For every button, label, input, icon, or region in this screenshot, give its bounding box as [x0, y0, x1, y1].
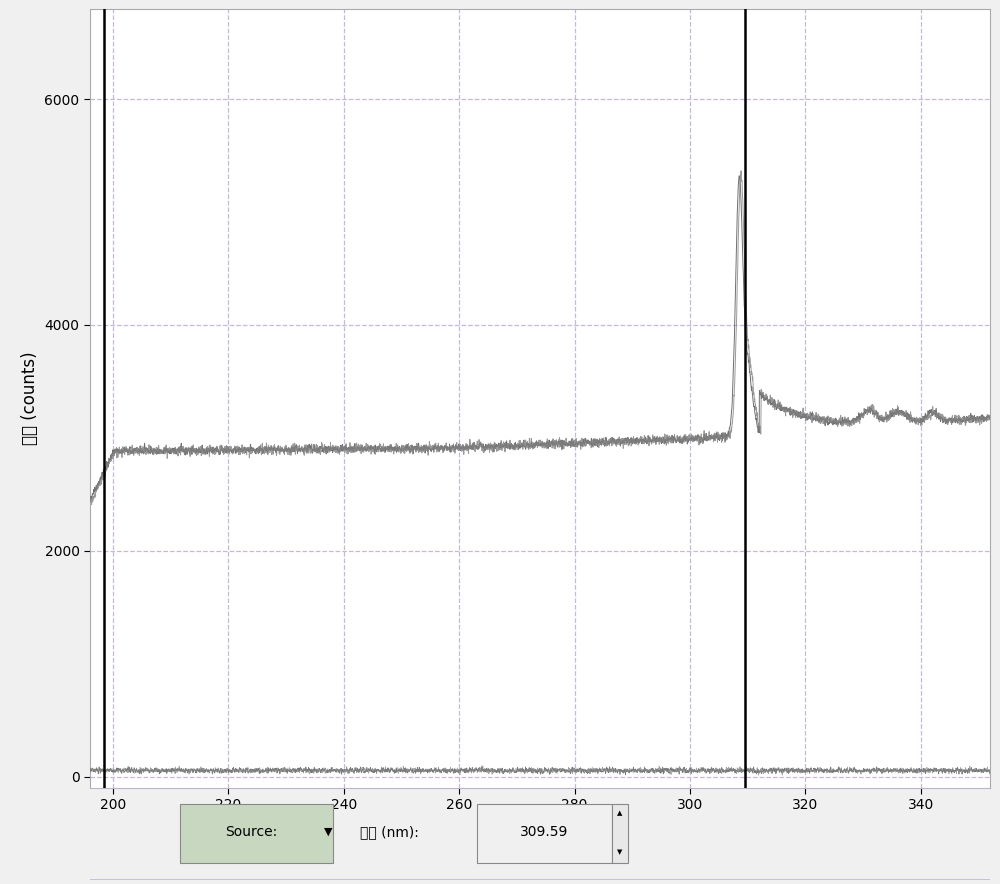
Bar: [612, 804, 628, 863]
Bar: [477, 804, 612, 863]
Text: Source:: Source:: [225, 825, 277, 839]
Bar: [180, 804, 333, 863]
X-axis label: 波长 (nm): 波长 (nm): [508, 818, 572, 836]
Text: 波长 (nm):: 波长 (nm):: [360, 825, 419, 839]
Text: ▼: ▼: [617, 850, 623, 855]
Text: ▲: ▲: [617, 811, 623, 817]
Y-axis label: 强度 (counts): 强度 (counts): [21, 352, 39, 446]
Text: 309.59: 309.59: [520, 825, 569, 839]
Text: ▼: ▼: [324, 827, 333, 837]
